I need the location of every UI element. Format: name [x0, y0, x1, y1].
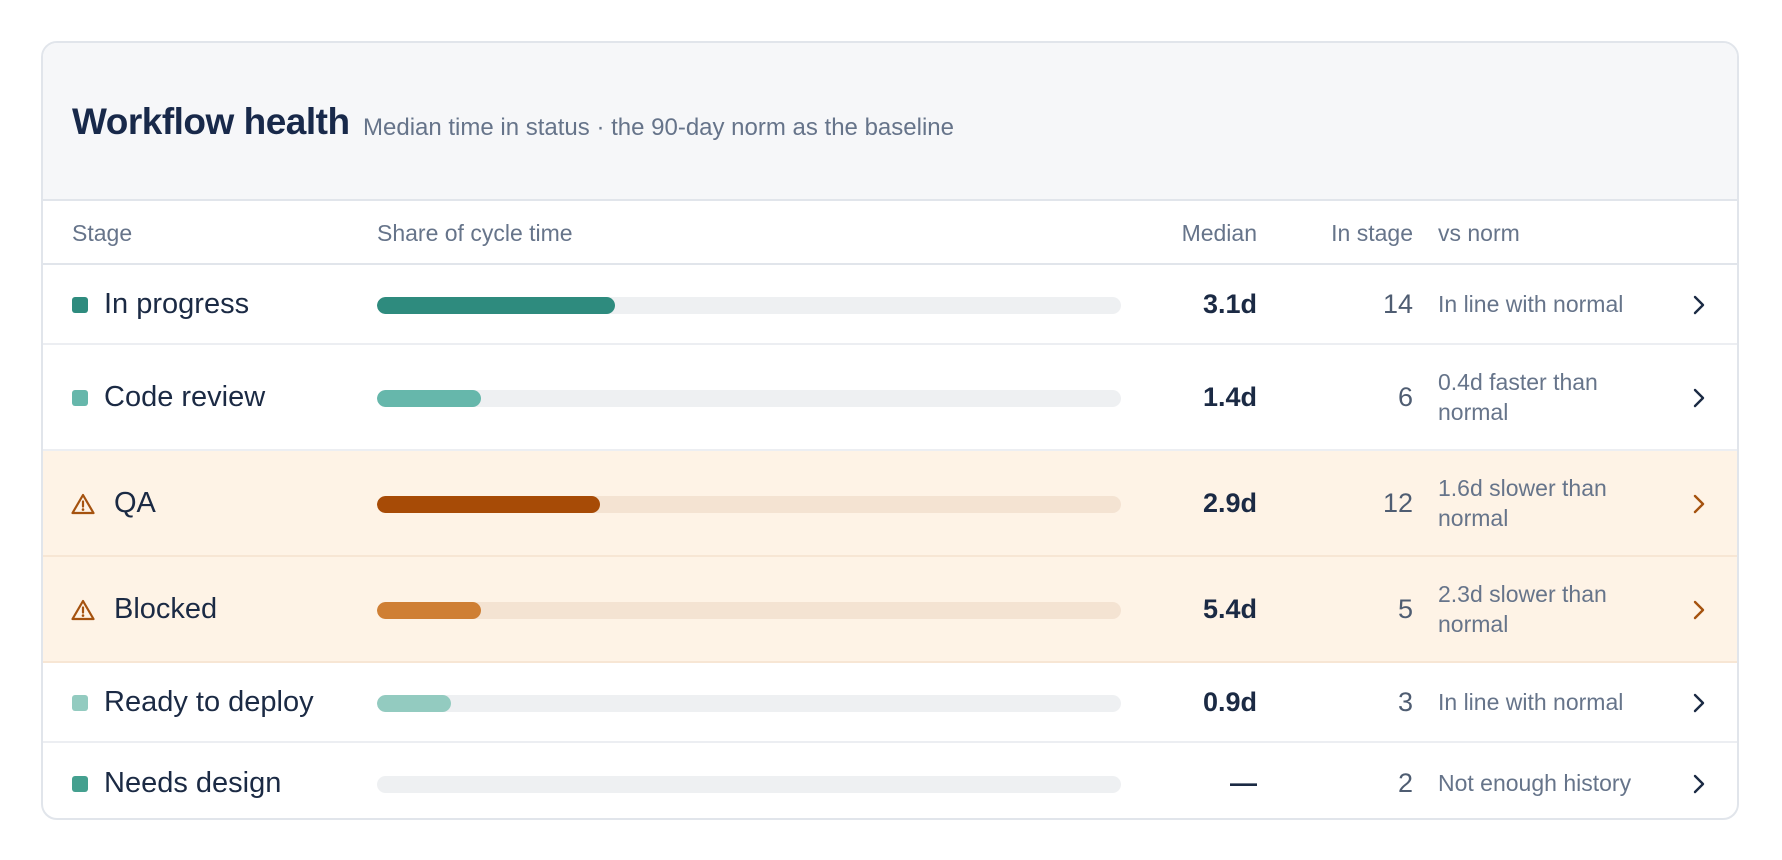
table-row[interactable]: Ready to deploy 0.9d 3 In line with norm…	[43, 663, 1737, 743]
table-header: Stage Share of cycle time Median In stag…	[43, 201, 1737, 265]
share-bar-fill	[377, 695, 452, 712]
stage-name: Blocked	[114, 593, 218, 625]
share-bar-fill	[377, 390, 482, 407]
table-row[interactable]: Needs design — 2 Not enough history	[43, 743, 1737, 818]
table-row[interactable]: In progress 3.1d 14 In line with normal	[43, 265, 1737, 345]
warning-triangle-icon	[71, 599, 95, 621]
stage-name: In progress	[104, 288, 250, 320]
table-body: In progress 3.1d 14 In line with normal …	[43, 265, 1737, 818]
stage-color-marker	[72, 297, 88, 313]
median-value: 3.1d	[1202, 289, 1257, 319]
table-row[interactable]: Blocked 5.4d 5 2.3d slower than normal	[43, 557, 1737, 663]
stage-name: QA	[114, 487, 156, 519]
column-header-share: Share of cycle time	[377, 220, 573, 246]
in-stage-count: 2	[1397, 767, 1413, 798]
stage-name: Code review	[104, 381, 266, 413]
chevron-right-icon[interactable]	[1691, 599, 1707, 621]
in-stage-count: 14	[1382, 289, 1413, 319]
in-stage-count: 5	[1397, 594, 1413, 624]
share-bar-track	[377, 297, 1121, 314]
stage-name: Needs design	[104, 766, 282, 799]
page-title: Workflow health	[72, 101, 350, 142]
chevron-right-icon[interactable]	[1691, 692, 1707, 714]
share-bar-fill	[377, 297, 616, 314]
vs-norm-text: 2.3d slower than normal	[1438, 581, 1607, 637]
median-value: —	[1230, 767, 1257, 798]
share-bar-fill	[377, 602, 482, 619]
share-bar-fill	[377, 496, 601, 513]
share-bar-track	[377, 695, 1121, 712]
table-row[interactable]: QA 2.9d 12 1.6d slower than normal	[43, 451, 1737, 557]
chevron-right-icon[interactable]	[1691, 493, 1707, 515]
column-header-in-stage: In stage	[1331, 220, 1413, 246]
in-stage-count: 6	[1397, 382, 1413, 412]
vs-norm-text: In line with normal	[1438, 291, 1624, 317]
share-bar-track	[377, 602, 1121, 619]
share-bar-track	[377, 496, 1121, 513]
stage-color-marker	[72, 695, 88, 711]
chevron-right-icon[interactable]	[1691, 387, 1707, 409]
stage-name: Ready to deploy	[104, 686, 314, 718]
stage-color-marker	[72, 390, 88, 406]
column-header-stage: Stage	[72, 220, 133, 246]
column-header-median: Median	[1181, 220, 1257, 246]
chevron-right-icon[interactable]	[1691, 294, 1707, 316]
vs-norm-text: 1.6d slower than normal	[1438, 475, 1607, 531]
warning-triangle-icon	[71, 493, 95, 515]
median-value: 1.4d	[1202, 382, 1257, 412]
share-bar-track	[377, 775, 1121, 793]
median-value: 2.9d	[1202, 488, 1257, 518]
page-subtitle: Median time in status · the 90-day norm …	[363, 114, 954, 141]
vs-norm-text: 0.4d faster than normal	[1438, 369, 1598, 425]
vs-norm-text: Not enough history	[1438, 769, 1632, 796]
chevron-right-icon[interactable]	[1691, 773, 1707, 795]
table-row[interactable]: Code review 1.4d 6 0.4d faster than norm…	[43, 345, 1737, 451]
median-value: 5.4d	[1202, 594, 1257, 624]
share-bar-track	[377, 390, 1121, 407]
in-stage-count: 12	[1382, 488, 1413, 518]
card-header: Workflow health Median time in status · …	[43, 43, 1737, 201]
median-value: 0.9d	[1202, 687, 1257, 717]
vs-norm-text: In line with normal	[1438, 689, 1624, 715]
workflow-health-card: Workflow health Median time in status · …	[41, 41, 1739, 820]
column-header-vs-norm: vs norm	[1438, 220, 1520, 246]
in-stage-count: 3	[1397, 687, 1413, 717]
stage-color-marker	[72, 775, 88, 792]
